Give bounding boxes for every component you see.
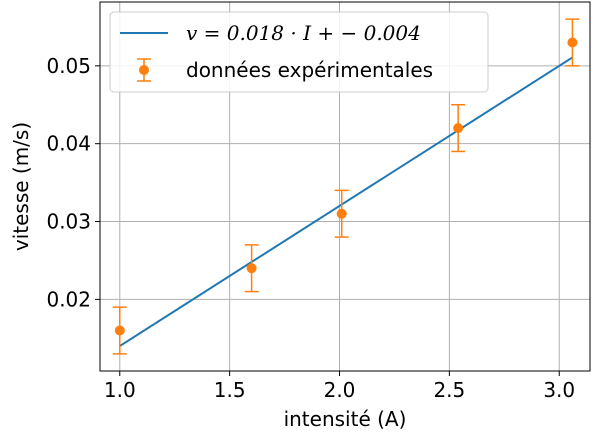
x-tick-label: 1.5 bbox=[214, 378, 246, 402]
legend-fit-label: v = 0.018 · I + − 0.004 bbox=[186, 21, 421, 45]
legend-data-label: données expérimentales bbox=[186, 58, 433, 82]
x-axis-label: intensité (A) bbox=[284, 407, 407, 431]
fit-line bbox=[119, 56, 573, 347]
x-tick-label: 2.5 bbox=[433, 378, 465, 402]
data-points-layer bbox=[112, 18, 580, 355]
data-point bbox=[567, 37, 578, 48]
data-point bbox=[114, 325, 125, 336]
fit-line-layer bbox=[119, 56, 573, 347]
data-point bbox=[246, 263, 257, 274]
ticks: 1.0 1.5 2.0 2.5 3.0 0.02 0.03 0.04 0.05 bbox=[46, 54, 575, 402]
legend-box bbox=[109, 11, 489, 93]
y-tick-label: 0.05 bbox=[46, 54, 91, 78]
legend-marker bbox=[139, 65, 149, 75]
y-tick-label: 0.03 bbox=[46, 210, 91, 234]
x-tick-label: 2.0 bbox=[324, 378, 356, 402]
data-point bbox=[336, 208, 347, 219]
y-tick-label: 0.02 bbox=[46, 287, 91, 311]
data-point bbox=[453, 123, 464, 134]
y-tick-label: 0.04 bbox=[46, 132, 91, 156]
legend-errorbar-swatch bbox=[137, 58, 151, 82]
legend: v = 0.018 · I + − 0.004 données expérime… bbox=[109, 11, 489, 93]
plot-frame bbox=[99, 1, 591, 372]
y-axis-label: vitesse (m/s) bbox=[9, 122, 33, 251]
x-tick-label: 1.0 bbox=[104, 378, 136, 402]
x-tick-label: 3.0 bbox=[543, 378, 575, 402]
